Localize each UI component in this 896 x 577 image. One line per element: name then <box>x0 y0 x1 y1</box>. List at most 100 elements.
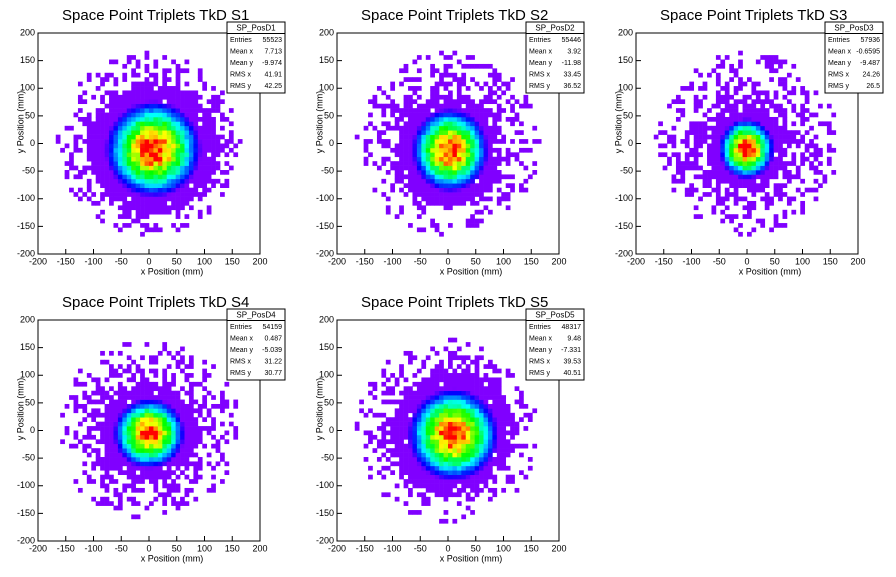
y-tick-label: 50 <box>25 397 35 407</box>
bin <box>443 377 449 383</box>
stats-label: Mean x <box>230 49 253 56</box>
bin <box>738 81 743 87</box>
bin <box>153 487 159 493</box>
bin <box>461 200 467 206</box>
bin <box>385 143 391 149</box>
bin <box>385 439 391 445</box>
bin <box>742 139 748 144</box>
bin <box>233 430 239 436</box>
bin <box>448 483 453 489</box>
bin <box>474 470 480 475</box>
bin <box>91 143 97 149</box>
bin <box>188 386 194 392</box>
bin <box>430 86 435 91</box>
bin <box>470 55 475 60</box>
bin <box>421 174 427 180</box>
bin <box>729 192 734 197</box>
bin <box>465 395 471 400</box>
bin <box>773 59 779 65</box>
bin <box>131 408 136 414</box>
bin <box>368 408 373 414</box>
bin <box>399 408 404 414</box>
bin <box>501 134 507 140</box>
bin <box>680 165 686 171</box>
bin <box>171 174 176 180</box>
bin <box>764 116 770 122</box>
bin <box>747 143 752 149</box>
bin <box>452 200 458 206</box>
bin <box>421 448 427 453</box>
bin <box>479 99 484 105</box>
bin <box>434 183 440 188</box>
bin <box>470 165 475 171</box>
bin <box>421 103 427 109</box>
bin <box>439 81 444 87</box>
bin <box>381 178 387 184</box>
bin <box>483 183 489 188</box>
bin <box>496 103 502 109</box>
bin <box>149 165 154 171</box>
bin <box>684 139 690 144</box>
bin <box>769 59 774 65</box>
bin <box>82 403 88 409</box>
bin <box>184 68 190 74</box>
bin <box>421 399 427 405</box>
bin <box>126 452 132 458</box>
bin <box>140 355 145 361</box>
bin <box>470 470 475 475</box>
bin <box>461 165 467 171</box>
bin <box>104 408 110 414</box>
bin <box>782 116 788 122</box>
bin <box>144 377 150 383</box>
bin <box>140 474 145 480</box>
bin <box>456 178 462 184</box>
bin <box>448 337 453 343</box>
bin <box>505 408 511 414</box>
bin <box>764 205 770 211</box>
bin <box>100 483 105 489</box>
bin <box>769 147 774 153</box>
bin <box>760 223 766 228</box>
bin <box>532 139 538 144</box>
bin <box>448 350 453 356</box>
bin <box>153 121 159 127</box>
bin <box>456 77 462 82</box>
bin <box>465 443 471 449</box>
bin <box>474 209 480 215</box>
bin <box>675 152 681 158</box>
bin <box>215 147 221 153</box>
bin <box>202 152 208 158</box>
bin <box>720 108 726 113</box>
bin <box>109 364 114 369</box>
bin <box>452 50 458 56</box>
bin <box>202 108 208 113</box>
bin <box>720 218 726 224</box>
bin <box>425 479 431 484</box>
bin <box>434 390 440 396</box>
bin <box>742 121 748 127</box>
bin <box>707 125 712 131</box>
bin <box>742 174 748 180</box>
bin <box>149 108 154 113</box>
bin <box>224 116 230 122</box>
bin <box>233 399 239 405</box>
bin <box>184 143 190 149</box>
bin <box>153 470 159 475</box>
bin <box>773 125 779 131</box>
bin <box>439 474 444 480</box>
bin <box>113 192 119 197</box>
bin <box>197 209 203 215</box>
bin <box>171 86 176 91</box>
bin <box>206 390 212 396</box>
bin <box>149 474 154 480</box>
bin <box>122 439 128 445</box>
bin <box>113 399 119 405</box>
bin <box>501 417 507 422</box>
bin <box>104 130 110 135</box>
bin <box>399 465 404 471</box>
bin <box>492 130 498 135</box>
bin <box>171 121 176 127</box>
bin <box>782 152 788 158</box>
bin <box>171 408 176 414</box>
bin <box>755 116 761 122</box>
